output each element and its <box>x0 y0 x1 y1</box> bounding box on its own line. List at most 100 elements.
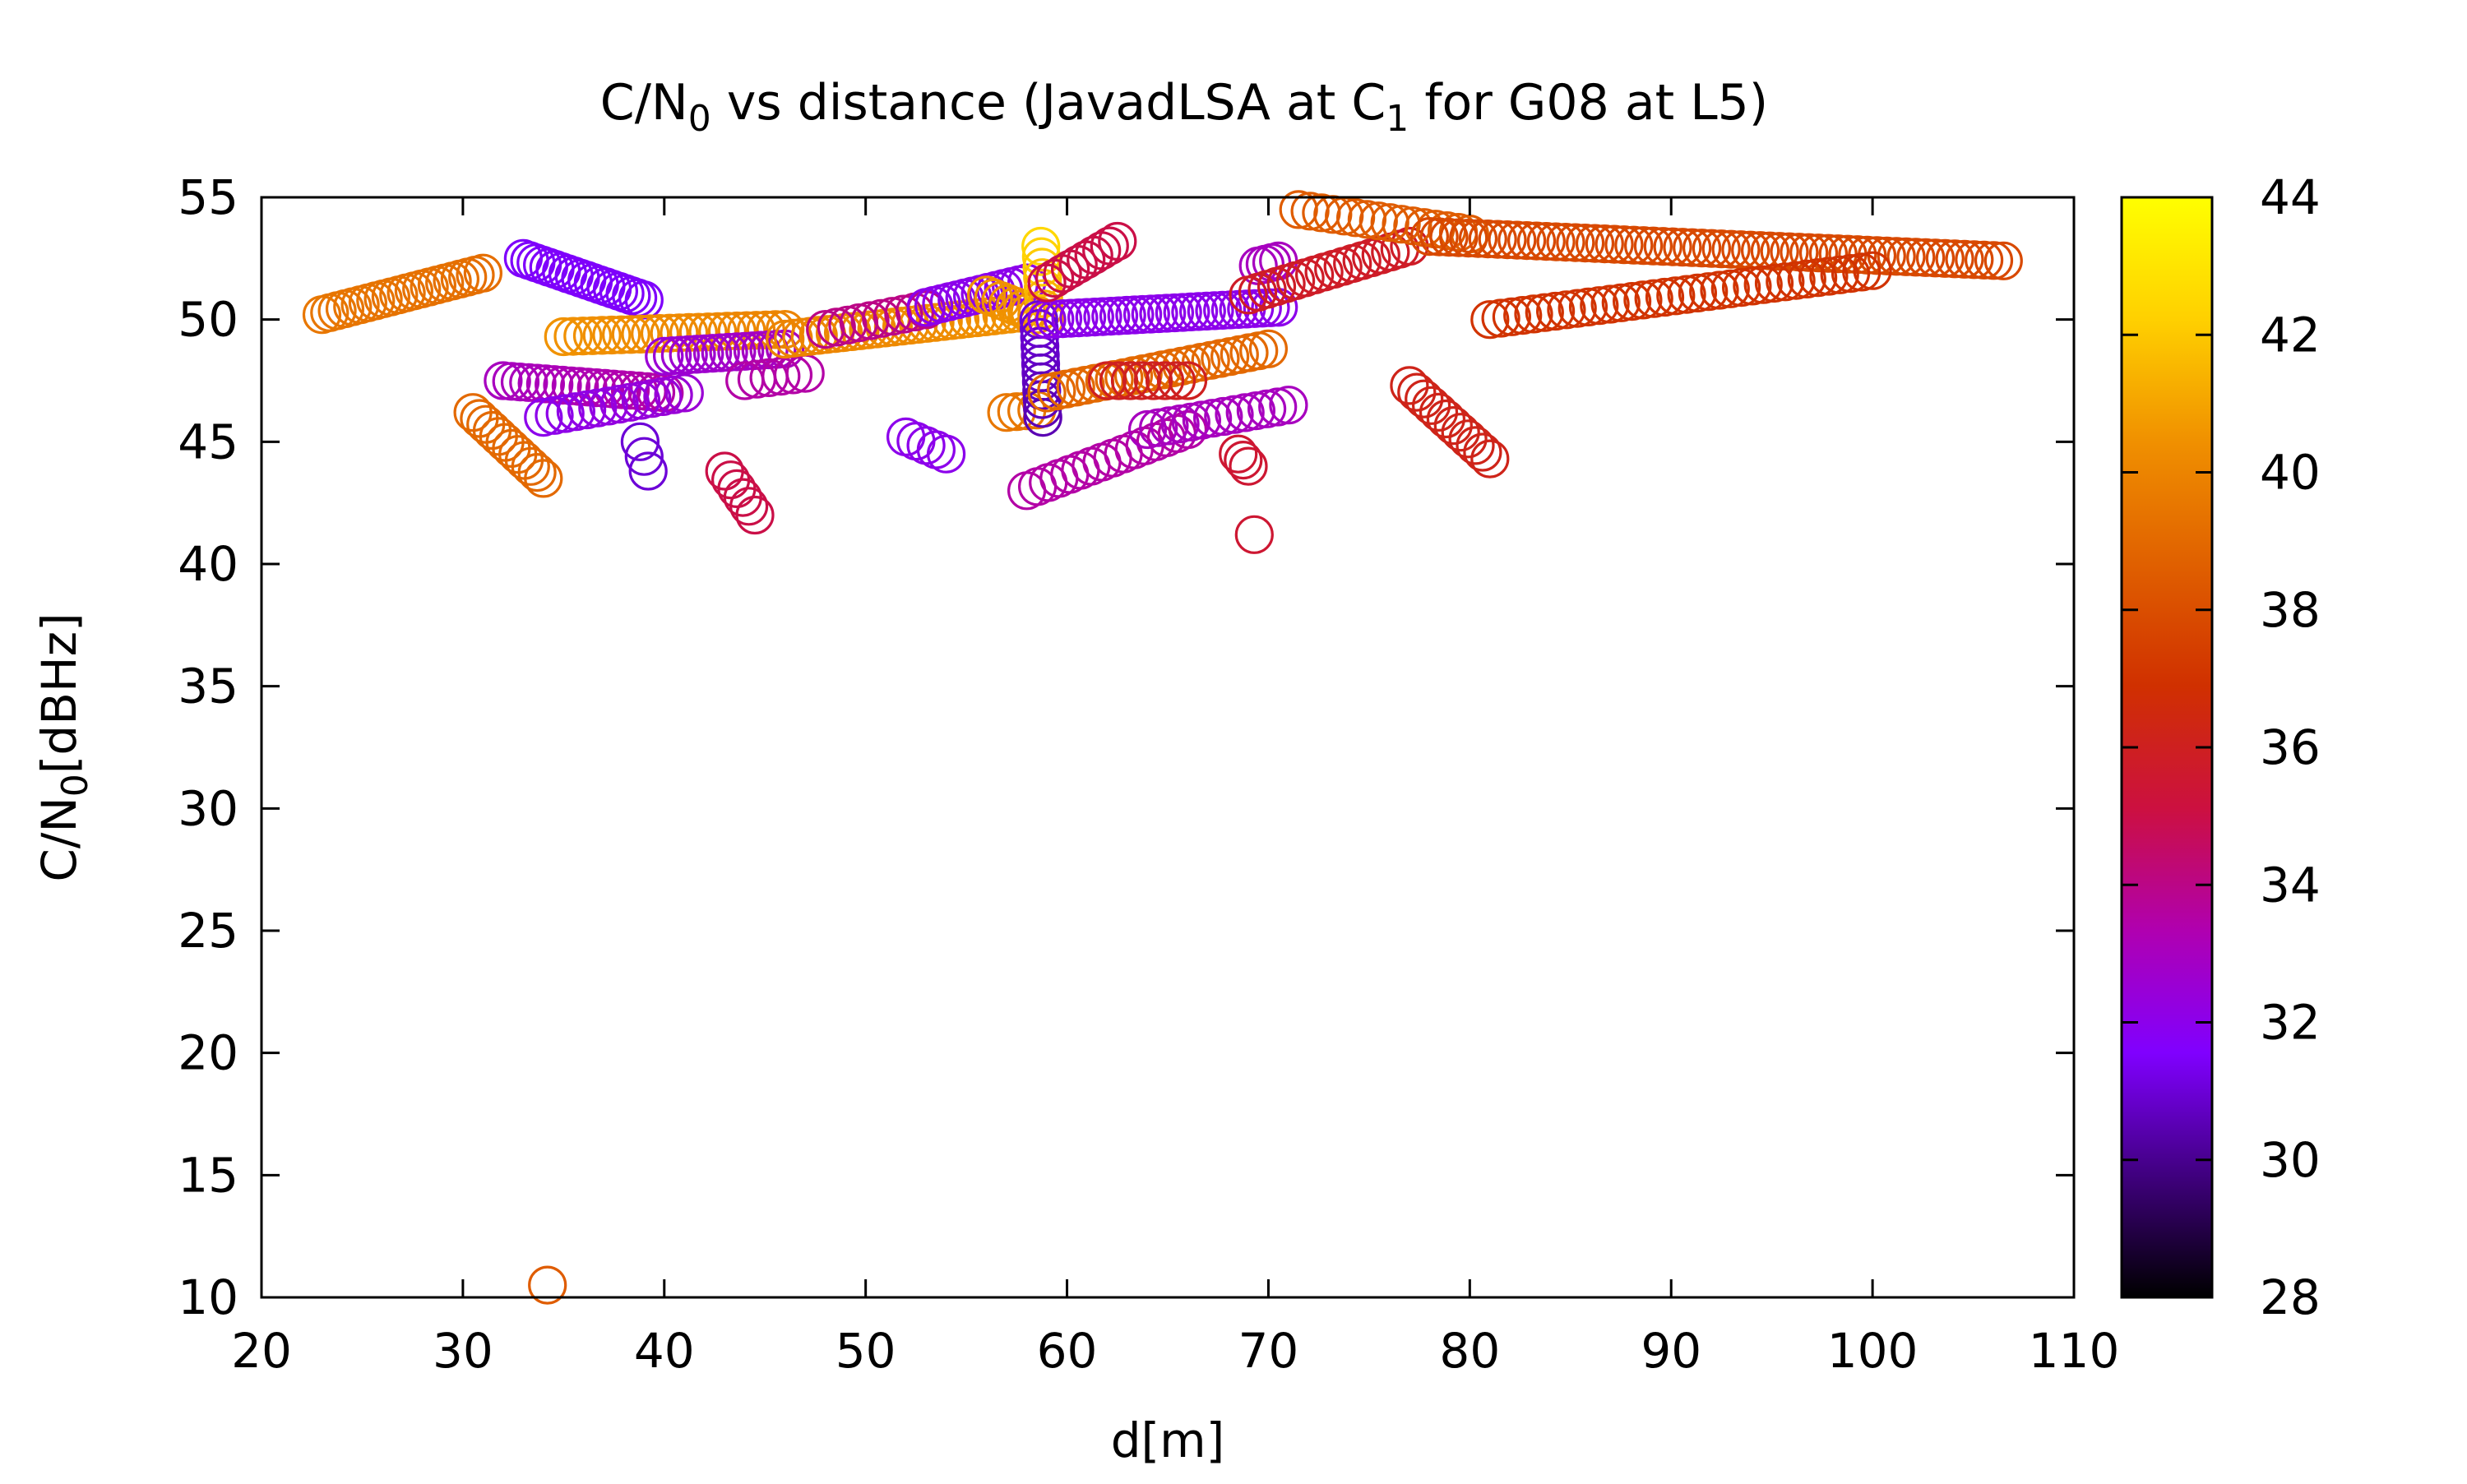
data-point <box>1678 273 1717 312</box>
x-tick-label: 20 <box>231 1323 292 1379</box>
data-point <box>1225 393 1265 432</box>
data-point <box>1236 391 1276 431</box>
data-point <box>1896 238 1936 277</box>
data-point <box>1722 268 1761 307</box>
data-point <box>1526 222 1566 261</box>
data-point <box>1867 236 1906 275</box>
data-point <box>1481 298 1520 338</box>
data-point <box>621 314 660 354</box>
data-point <box>589 386 628 426</box>
data-point <box>926 434 966 474</box>
data-point <box>1258 387 1298 427</box>
data-point <box>862 298 901 338</box>
data-point <box>1023 398 1062 437</box>
y-tick-label: 35 <box>178 659 238 714</box>
data-point <box>1915 238 1956 278</box>
colorbar-tick-label: 34 <box>2260 857 2321 913</box>
y-tick-label: 10 <box>178 1269 238 1325</box>
data-point <box>766 310 805 349</box>
data-point <box>1448 419 1488 459</box>
data-point <box>1535 291 1576 331</box>
data-point <box>1419 392 1459 432</box>
data-point <box>884 294 923 334</box>
data-point <box>1575 224 1615 263</box>
data-point <box>729 487 769 526</box>
data-point <box>1192 399 1233 438</box>
data-point <box>1595 224 1634 264</box>
data-point <box>1701 229 1741 269</box>
data-point <box>1656 276 1696 316</box>
y-tick-label: 50 <box>178 292 238 348</box>
data-point <box>582 316 622 355</box>
data-point <box>535 395 574 435</box>
data-point <box>1955 240 1994 280</box>
x-tick-label: 70 <box>1238 1323 1299 1379</box>
data-point <box>1743 265 1783 304</box>
x-tick-label: 80 <box>1439 1323 1500 1379</box>
data-point <box>1433 405 1473 446</box>
data-point <box>817 307 856 347</box>
data-point <box>850 301 890 340</box>
data-point <box>528 1265 567 1305</box>
data-point <box>544 317 583 357</box>
data-point <box>1557 289 1597 328</box>
data-point <box>1507 221 1547 261</box>
data-point <box>1145 361 1185 400</box>
data-point <box>1171 402 1210 442</box>
data-point <box>1547 290 1586 330</box>
data-point <box>1150 406 1189 446</box>
data-point <box>664 373 704 413</box>
data-point <box>1488 220 1527 260</box>
data-point <box>1468 220 1507 259</box>
data-point <box>1426 399 1466 439</box>
data-point <box>1645 277 1685 317</box>
data-point <box>1449 219 1488 258</box>
data-point <box>997 392 1036 432</box>
data-point <box>599 385 639 424</box>
data-point <box>654 375 693 414</box>
data-point <box>640 314 680 354</box>
data-point <box>1886 237 1926 276</box>
data-point <box>1021 226 1061 266</box>
data-point <box>1110 361 1150 400</box>
data-point <box>1857 236 1897 275</box>
data-point <box>1820 255 1859 294</box>
data-point <box>500 363 540 402</box>
data-point <box>1945 239 1984 279</box>
data-point <box>611 315 650 354</box>
data-point <box>556 392 596 432</box>
data-point <box>1643 227 1682 266</box>
colorbar-tick-label: 38 <box>2260 582 2321 638</box>
data-point <box>578 388 618 428</box>
data-point <box>1090 226 1129 266</box>
x-tick-label: 50 <box>835 1323 896 1379</box>
data-point <box>592 315 632 355</box>
data-point <box>1229 446 1268 486</box>
data-point <box>1634 279 1673 318</box>
data-point <box>1087 361 1127 400</box>
data-point <box>631 314 670 354</box>
colorbar-tick-label: 28 <box>2260 1269 2321 1325</box>
colorbar-tick-label: 40 <box>2260 445 2321 501</box>
y-tick-label: 40 <box>178 536 238 592</box>
y-tick-label: 45 <box>178 414 238 469</box>
data-point <box>1731 230 1770 270</box>
data-point <box>1023 258 1062 298</box>
y-tick-label: 55 <box>178 169 238 225</box>
data-point <box>643 377 683 416</box>
data-point <box>1234 515 1274 554</box>
data-point <box>806 310 845 349</box>
data-point <box>839 303 879 343</box>
data-point <box>524 398 563 437</box>
data-point <box>1409 217 1450 257</box>
data-point <box>1546 223 1585 262</box>
data-point <box>1798 233 1839 273</box>
data-point <box>1808 233 1848 273</box>
data-point <box>628 451 668 491</box>
data-point <box>1099 361 1139 400</box>
data-point <box>1568 287 1608 326</box>
data-point <box>1818 234 1858 274</box>
data-point <box>761 357 801 396</box>
data-point <box>1604 225 1644 265</box>
data-point <box>717 311 757 351</box>
